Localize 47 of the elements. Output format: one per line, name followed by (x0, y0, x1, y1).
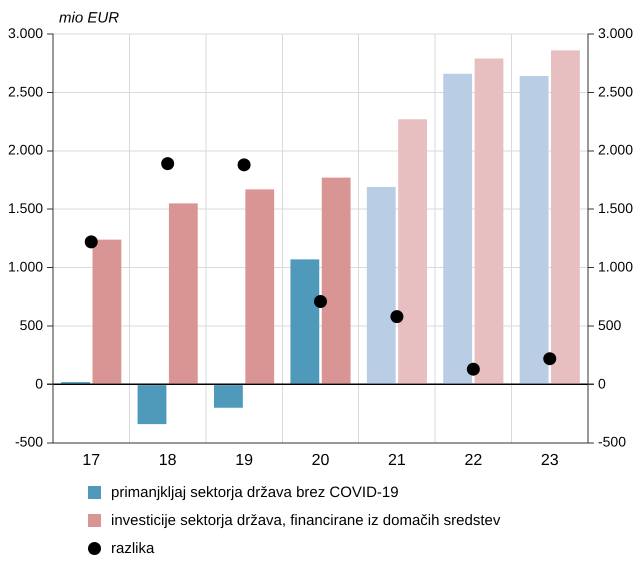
y-tick-label: 2.000 (8, 142, 44, 158)
x-tick-label: 17 (82, 452, 100, 469)
legend-label: razlika (111, 540, 154, 556)
bar (214, 385, 243, 408)
bar (520, 76, 549, 384)
point (390, 310, 404, 324)
point (314, 294, 327, 308)
x-tick-label: 22 (464, 452, 482, 469)
x-tick-label: 23 (540, 452, 559, 469)
y-tick-label: 0 (35, 375, 44, 392)
y-tick-label: 1.000 (8, 258, 44, 274)
x-tick-label: 19 (235, 452, 254, 469)
x-tick-label: 21 (388, 452, 406, 469)
bar (443, 74, 472, 384)
point (84, 235, 98, 248)
legend-label: investicije sektorja država, financirane iz domačih sredstev (111, 512, 500, 528)
y2-tick-label: -500 (598, 434, 626, 450)
bar (474, 58, 504, 384)
y-tick-label: 3.000 (8, 24, 44, 41)
y2-tick-label: 2.000 (598, 142, 634, 158)
x-tick-label: 18 (158, 452, 177, 469)
y2-tick-label: 0 (598, 375, 606, 392)
y-tick-label: 1.500 (8, 200, 44, 216)
y2-tick-label: 500 (598, 316, 622, 333)
bar (92, 240, 122, 384)
y2-tick-label: 3.000 (598, 24, 634, 41)
point (466, 362, 480, 376)
y2-tick-label: 1.000 (598, 258, 634, 274)
y-tick-label: 500 (20, 316, 44, 333)
legend-label: primanjkljaj sektorja država brez COVID-19 (111, 484, 399, 500)
y-tick-label: -500 (15, 434, 44, 450)
y2-tick-label: 1.500 (598, 200, 634, 216)
bar (290, 259, 320, 384)
bar (168, 203, 198, 384)
bar (138, 385, 166, 424)
y-axis-title: mio EUR (59, 10, 120, 27)
point (543, 352, 556, 366)
bar (366, 187, 396, 384)
x-tick-label: 20 (312, 452, 330, 469)
point (161, 157, 174, 170)
bar (245, 189, 274, 384)
bar (322, 178, 351, 384)
bar (551, 50, 580, 384)
y-tick-label: 2.500 (8, 83, 44, 100)
bar (398, 119, 427, 384)
point (238, 158, 251, 172)
y2-tick-label: 2.500 (598, 83, 634, 100)
